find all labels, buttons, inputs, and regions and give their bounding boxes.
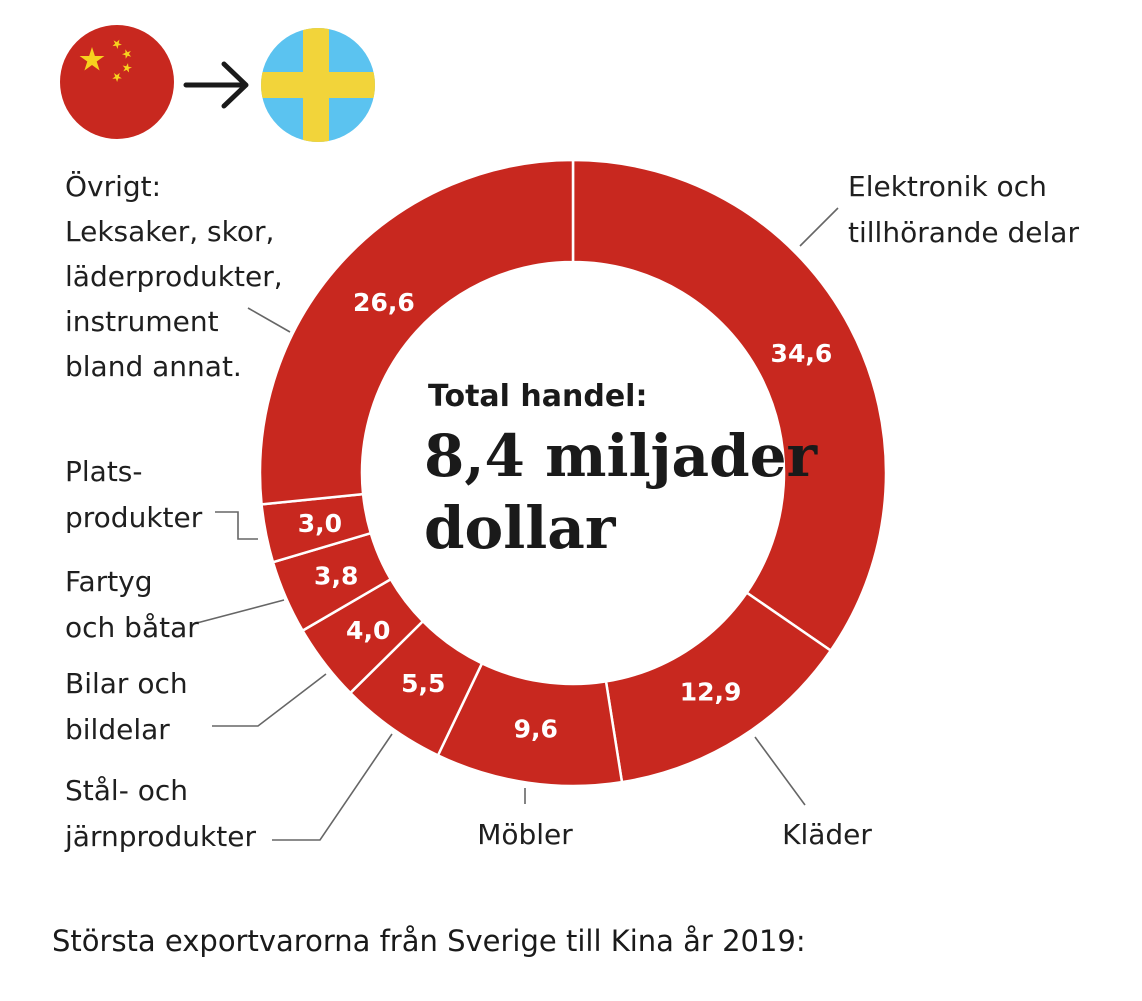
total-label: Total handel:	[428, 379, 647, 414]
leader-line-plats	[215, 511, 258, 540]
leader-line-ovrigt	[247, 307, 291, 333]
leader-line-stal	[272, 733, 393, 841]
leader-line-fartyg	[192, 599, 285, 625]
value-label-ovrigt: 26,6	[353, 288, 415, 317]
category-label-plats: Plats-produkter	[65, 455, 203, 534]
china-flag-icon	[60, 25, 174, 139]
value-labels: 34,6 12,9 9,6 5,5 4,0 3,8 3,0 26,6	[298, 288, 832, 743]
category-label-elektronik: Elektronik och tillhörande delar	[848, 170, 1079, 249]
value-label-fartyg: 3,8	[314, 562, 358, 591]
value-label-mobler: 9,6	[514, 714, 558, 743]
chart-caption: Största exportvarorna från Sverige till …	[52, 924, 806, 958]
leader-line-klader	[754, 736, 806, 806]
leader-line-elektronik	[799, 207, 839, 247]
donut-slices	[258, 158, 888, 788]
value-label-klader: 12,9	[680, 677, 742, 706]
value-label-plats: 3,0	[298, 509, 342, 538]
china-flag-star	[122, 49, 132, 59]
value-label-elektronik: 34,6	[771, 339, 833, 368]
arrow-right-icon	[183, 61, 249, 109]
total-value-line2: dollar	[424, 494, 617, 562]
category-label-fartyg: Fartyg och båtar	[65, 565, 199, 644]
china-flag-star	[112, 39, 122, 49]
category-label-mobler: Möbler	[477, 818, 573, 851]
slice-ovrigt	[258, 158, 575, 506]
china-flag-star	[112, 72, 122, 82]
leader-line-bilar	[212, 673, 327, 727]
china-flag-star	[122, 63, 132, 73]
category-labels: Elektronik och tillhörande delar Kläder Möb…	[64, 169, 1079, 853]
value-label-stal: 5,5	[401, 669, 445, 698]
total-value-line1: 8,4 miljader	[424, 422, 819, 490]
sweden-flag-icon	[261, 28, 375, 142]
leader-lines	[192, 207, 839, 841]
category-label-stal: Stål- och järnprodukter	[64, 774, 256, 853]
category-label-klader: Kläder	[782, 818, 872, 851]
slice-elektronik	[571, 158, 888, 653]
category-label-ovrigt: Övrigt: Leksaker, skor, läderprodukter, ins…	[65, 169, 283, 383]
china-flag-star	[79, 47, 105, 71]
value-label-bilar: 4,0	[346, 616, 390, 645]
category-label-bilar: Bilar och bildelar	[65, 667, 188, 746]
